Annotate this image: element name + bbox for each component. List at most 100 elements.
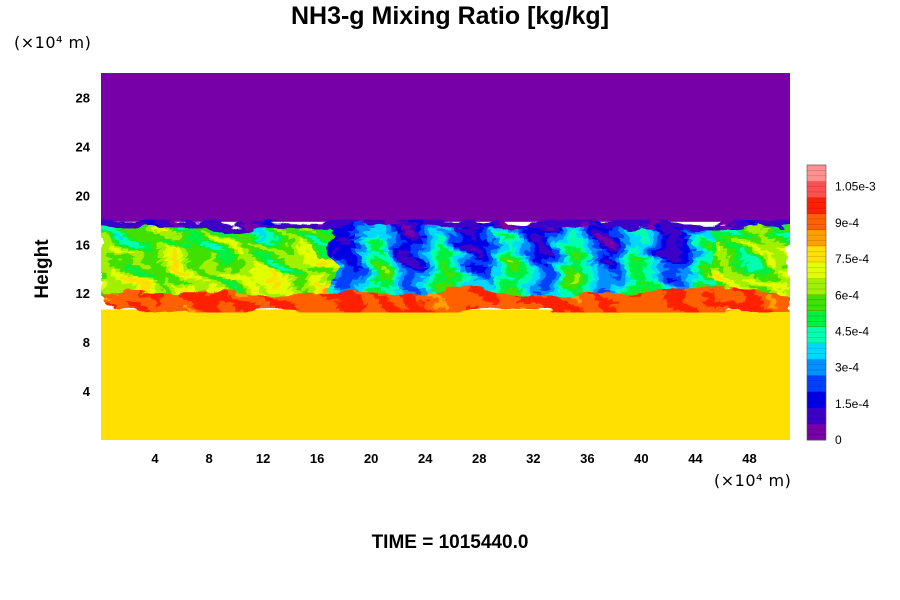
heat-cell	[160, 293, 166, 297]
heat-cell	[470, 284, 476, 288]
heat-cell	[696, 235, 703, 239]
heat-cell	[711, 256, 717, 261]
heat-cell	[381, 271, 388, 276]
heat-cell	[745, 235, 752, 239]
heat-cell	[401, 259, 407, 264]
heat-cell	[130, 305, 137, 310]
heat-cell	[470, 244, 476, 248]
heat-cell	[514, 225, 520, 230]
heat-cell	[696, 308, 703, 313]
heat-cell	[150, 219, 156, 224]
heat-cell	[770, 274, 776, 279]
heat-cell	[204, 268, 210, 273]
heat-cell	[607, 259, 614, 264]
heat-cell	[140, 238, 146, 242]
heat-cell	[386, 225, 392, 230]
heat-cell	[489, 250, 496, 255]
heat-cell	[317, 296, 324, 300]
heat-cell	[396, 271, 402, 276]
heat-cell	[302, 280, 309, 285]
heat-cell	[543, 244, 550, 248]
heat-cell	[258, 265, 265, 270]
heat-cell	[755, 265, 762, 270]
heat-cell	[263, 241, 269, 245]
heat-cell	[302, 268, 309, 273]
heat-cell	[288, 308, 294, 313]
heat-cell	[553, 235, 560, 239]
heat-cell	[465, 244, 471, 248]
heat-cell	[499, 225, 506, 230]
heat-cell	[755, 268, 762, 273]
heat-cell	[735, 247, 742, 251]
heat-cell	[169, 280, 176, 285]
heat-cell	[548, 244, 555, 248]
heat-cell	[701, 280, 707, 285]
heat-cell	[110, 308, 117, 313]
heat-cell	[662, 241, 668, 245]
heat-cell	[312, 235, 319, 239]
heat-cell	[460, 238, 466, 242]
heat-cell	[376, 305, 383, 310]
heat-cell	[676, 241, 683, 245]
heat-cell	[745, 305, 752, 310]
heat-cell	[652, 305, 658, 310]
heat-cell	[415, 280, 422, 285]
heat-cell	[696, 219, 703, 224]
heat-cell	[204, 244, 210, 248]
heat-cell	[460, 277, 466, 282]
heat-cell	[612, 308, 619, 313]
heat-cell	[607, 228, 614, 233]
heat-cell	[209, 305, 215, 310]
heat-cell	[622, 271, 629, 276]
heat-cell	[504, 296, 511, 300]
heat-cell	[110, 256, 117, 261]
heat-cell	[297, 284, 304, 288]
heat-cell	[351, 308, 358, 313]
heat-cell	[627, 222, 634, 227]
heat-cell	[583, 235, 589, 239]
heat-cell	[548, 219, 555, 224]
heat-cell	[598, 235, 604, 239]
heat-cell	[470, 277, 476, 282]
heat-cell	[637, 241, 643, 245]
heat-cell	[243, 238, 250, 242]
heat-cell	[563, 271, 570, 276]
heat-cell	[415, 247, 422, 251]
heat-cell	[701, 247, 707, 251]
heat-cell	[548, 284, 555, 288]
heat-cell	[548, 232, 555, 236]
heat-cell	[288, 253, 294, 258]
heat-cell	[135, 259, 141, 264]
heat-cell	[101, 265, 107, 270]
heat-cell	[199, 244, 205, 248]
heat-cell	[701, 277, 707, 282]
heat-cell	[214, 238, 220, 242]
heat-cell	[539, 296, 545, 300]
heat-cell	[612, 228, 619, 233]
heat-cell	[696, 277, 703, 282]
heat-cell	[135, 256, 141, 261]
heat-cell	[716, 296, 722, 300]
heat-cell	[617, 284, 624, 288]
heat-cell	[258, 305, 265, 310]
heat-cell	[504, 250, 511, 255]
heat-cell	[479, 290, 486, 294]
heat-cell	[666, 235, 673, 239]
heat-cell	[671, 296, 678, 300]
heat-cell	[543, 287, 550, 291]
heat-cell	[155, 277, 161, 282]
heat-cell	[750, 253, 757, 258]
heat-cell	[228, 268, 235, 273]
heat-cell	[770, 219, 776, 224]
heat-cell	[356, 256, 363, 261]
heat-cell	[283, 241, 289, 245]
heat-cell	[701, 253, 707, 258]
heat-cell	[657, 296, 663, 300]
heat-cell	[445, 219, 452, 224]
heat-cell	[140, 308, 146, 313]
heat-cell	[366, 244, 373, 248]
heat-cell	[248, 302, 255, 307]
heat-cell	[189, 232, 196, 236]
heat-cell	[617, 299, 624, 303]
heat-cell	[701, 305, 707, 310]
